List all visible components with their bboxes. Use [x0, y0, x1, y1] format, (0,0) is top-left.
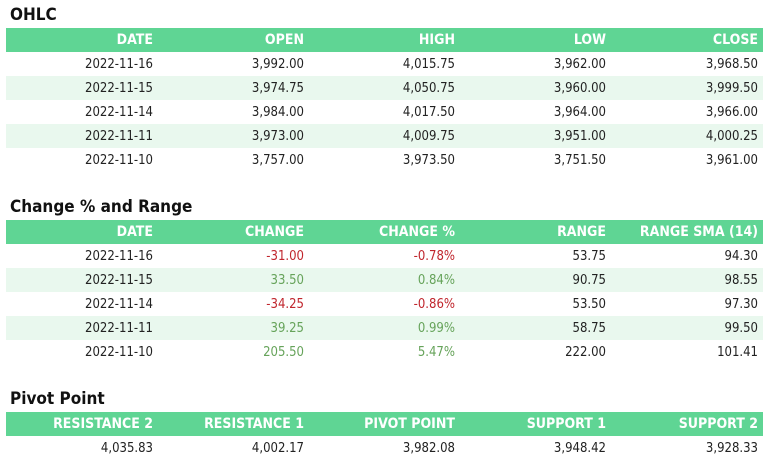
change-percent-cell: 5.47% [417, 344, 455, 360]
column-header: CHANGE [158, 220, 309, 244]
close-cell: 3,966.00 [705, 104, 758, 120]
open-cell: 3,974.75 [158, 76, 309, 100]
date-cell: 2022-11-14 [85, 296, 153, 312]
table-row: 2022-11-11 39.25 0.99% 58.75 99.50 [6, 316, 763, 340]
close-cell: 4,000.25 [611, 124, 763, 148]
column-header: SUPPORT 1 [460, 412, 611, 436]
support-2-cell: 3,928.33 [705, 440, 758, 456]
high-cell: 4,050.75 [309, 76, 460, 100]
low-cell: 3,951.00 [460, 124, 611, 148]
close-cell: 3,999.50 [611, 76, 763, 100]
ohlc-table: DATE OPEN HIGH LOW CLOSE 2022-11-16 3,99… [6, 28, 763, 172]
column-header: CHANGE % [309, 220, 460, 244]
date-cell: 2022-11-14 [85, 104, 153, 120]
date-cell: 2022-11-16 [85, 248, 153, 264]
change-cell: -34.25 [266, 296, 304, 312]
table-row: 4,035.83 4,002.17 3,982.08 3,948.42 3,92… [6, 436, 763, 460]
range-sma-cell: 98.55 [611, 268, 763, 292]
column-header: CLOSE [611, 28, 763, 52]
range-sma-cell: 99.50 [611, 316, 763, 340]
date-cell: 2022-11-11 [6, 316, 158, 340]
table-row: 2022-11-11 3,973.00 4,009.75 3,951.00 4,… [6, 124, 763, 148]
change-cell: 205.50 [263, 344, 304, 360]
change-percent-cell: 0.84% [309, 268, 460, 292]
open-cell: 3,757.00 [251, 152, 304, 168]
high-cell: 3,973.50 [402, 152, 455, 168]
low-cell: 3,960.00 [460, 76, 611, 100]
table-row: 2022-11-10 3,757.00 3,973.50 3,751.50 3,… [6, 148, 763, 172]
range-cell: 53.75 [572, 248, 606, 264]
table-row: 2022-11-16 -31.00 -0.78% 53.75 94.30 [6, 244, 763, 268]
date-cell: 2022-11-10 [85, 152, 153, 168]
column-header: RANGE SMA (14) [611, 220, 763, 244]
column-header: RESISTANCE 2 [6, 412, 158, 436]
range-cell: 222.00 [565, 344, 606, 360]
column-header: DATE [6, 220, 158, 244]
column-header: DATE [6, 28, 158, 52]
close-cell: 3,961.00 [705, 152, 758, 168]
change-percent-cell: -0.86% [413, 296, 455, 312]
change-range-title: Change % and Range [10, 197, 193, 217]
change-header-row: DATE CHANGE CHANGE % RANGE RANGE SMA (14… [6, 220, 763, 244]
date-cell: 2022-11-11 [6, 124, 158, 148]
change-cell: 33.50 [158, 268, 309, 292]
change-percent-cell: 0.99% [309, 316, 460, 340]
column-header: RANGE [460, 220, 611, 244]
date-cell: 2022-11-15 [6, 76, 158, 100]
date-cell: 2022-11-10 [85, 344, 153, 360]
column-header: SUPPORT 2 [611, 412, 763, 436]
range-sma-cell: 101.41 [717, 344, 758, 360]
column-header: LOW [460, 28, 611, 52]
range-cell: 90.75 [460, 268, 611, 292]
resistance-1-cell: 4,002.17 [251, 440, 304, 456]
high-cell: 4,015.75 [402, 56, 455, 72]
close-cell: 3,968.50 [705, 56, 758, 72]
change-cell: -31.00 [266, 248, 304, 264]
change-cell: 39.25 [158, 316, 309, 340]
column-header: OPEN [158, 28, 309, 52]
column-header: PIVOT POINT [309, 412, 460, 436]
table-row: 2022-11-10 205.50 5.47% 222.00 101.41 [6, 340, 763, 364]
table-row: 2022-11-15 3,974.75 4,050.75 3,960.00 3,… [6, 76, 763, 100]
low-cell: 3,964.00 [553, 104, 606, 120]
table-row: 2022-11-16 3,992.00 4,015.75 3,962.00 3,… [6, 52, 763, 76]
open-cell: 3,992.00 [251, 56, 304, 72]
low-cell: 3,751.50 [553, 152, 606, 168]
open-cell: 3,984.00 [251, 104, 304, 120]
pivot-point-title: Pivot Point [10, 389, 105, 409]
range-sma-cell: 97.30 [724, 296, 758, 312]
table-row: 2022-11-14 3,984.00 4,017.50 3,964.00 3,… [6, 100, 763, 124]
date-cell: 2022-11-15 [6, 268, 158, 292]
pivot-point-table: RESISTANCE 2 RESISTANCE 1 PIVOT POINT SU… [6, 412, 763, 460]
column-header: RESISTANCE 1 [158, 412, 309, 436]
pivot-header-row: RESISTANCE 2 RESISTANCE 1 PIVOT POINT SU… [6, 412, 763, 436]
date-cell: 2022-11-16 [85, 56, 153, 72]
range-cell: 58.75 [460, 316, 611, 340]
change-range-table: DATE CHANGE CHANGE % RANGE RANGE SMA (14… [6, 220, 763, 364]
ohlc-title: OHLC [10, 5, 57, 25]
high-cell: 4,017.50 [402, 104, 455, 120]
column-header: HIGH [309, 28, 460, 52]
table-row: 2022-11-15 33.50 0.84% 90.75 98.55 [6, 268, 763, 292]
open-cell: 3,973.00 [158, 124, 309, 148]
high-cell: 4,009.75 [309, 124, 460, 148]
ohlc-header-row: DATE OPEN HIGH LOW CLOSE [6, 28, 763, 52]
table-row: 2022-11-14 -34.25 -0.86% 53.50 97.30 [6, 292, 763, 316]
resistance-2-cell: 4,035.83 [100, 440, 153, 456]
change-percent-cell: -0.78% [413, 248, 455, 264]
support-1-cell: 3,948.42 [553, 440, 606, 456]
low-cell: 3,962.00 [553, 56, 606, 72]
range-sma-cell: 94.30 [724, 248, 758, 264]
range-cell: 53.50 [572, 296, 606, 312]
pivot-point-cell: 3,982.08 [402, 440, 455, 456]
